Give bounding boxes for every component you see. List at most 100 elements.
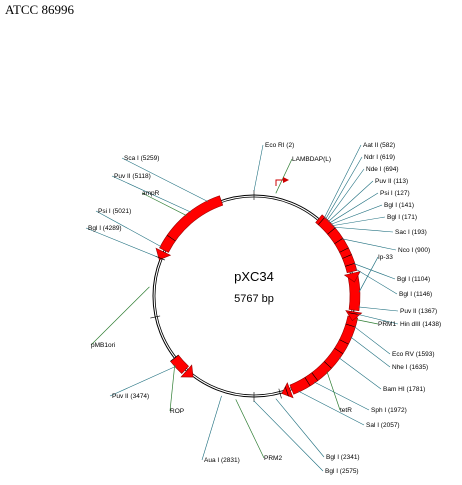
site-label: Sal I (2057)	[366, 422, 400, 429]
feature-leader-line	[235, 399, 265, 459]
site-label: Eco RV (1593)	[392, 351, 435, 358]
site-label: Bgl I (1104)	[397, 276, 430, 283]
site-leader-line	[357, 313, 399, 325]
site-label: Bgl I (2575)	[325, 468, 359, 475]
site-label: Psi I (5021)	[98, 208, 131, 215]
site-label: Bgl I (171)	[387, 214, 417, 221]
site-tick	[345, 262, 355, 267]
site-tick	[278, 388, 282, 399]
site-leader-line	[121, 157, 209, 202]
site-label: Ndr I (619)	[364, 154, 395, 161]
feature-arc-ip33	[347, 275, 361, 312]
site-leader-line	[341, 238, 397, 251]
feature-leader-line	[326, 371, 341, 411]
site-label: Bam HI (1781)	[383, 386, 425, 393]
site-label: Puv II (1367)	[400, 308, 437, 315]
site-tick	[345, 323, 356, 328]
site-label: Sph I (1972)	[371, 407, 407, 414]
site-tick	[155, 256, 166, 261]
feature-arc-ampr	[159, 195, 224, 253]
feature-leader-line	[275, 158, 293, 194]
feature-leader-line	[169, 364, 176, 412]
site-label: Puv II (3474)	[112, 393, 149, 400]
site-leader-line	[298, 390, 365, 426]
site-label: Psi I (127)	[380, 190, 410, 197]
site-tick	[327, 227, 336, 235]
feature-leader-line	[141, 192, 187, 216]
site-tick	[311, 372, 319, 381]
site-leader-line	[314, 381, 370, 411]
site-leader-line	[338, 357, 382, 390]
site-tick	[150, 315, 161, 319]
site-tick	[348, 312, 359, 315]
site-leader-line	[354, 326, 391, 355]
arrowhead-tetr	[281, 382, 294, 399]
site-label: Nco I (900)	[398, 247, 430, 254]
arrowhead-ampr	[155, 247, 172, 261]
site-label: Bgl I (2341)	[326, 454, 360, 461]
site-label: Eco RI (2)	[265, 142, 294, 149]
site-label: Aua I (2831)	[204, 457, 240, 464]
site-label: Bgl I (1146)	[399, 291, 432, 298]
site-label: Bgl I (4289)	[88, 225, 122, 232]
feature-label: ROP	[170, 408, 184, 415]
site-label: Nde I (694)	[366, 166, 399, 173]
site-tick	[170, 354, 179, 362]
plasmid-name: pXC34	[234, 269, 274, 284]
site-leader-line	[201, 395, 222, 461]
site-leader-line	[326, 168, 365, 221]
site-leader-line	[330, 204, 383, 225]
promoter-marker	[275, 179, 283, 186]
site-leader-line	[350, 336, 391, 368]
site-leader-line	[329, 192, 379, 224]
site-tick	[339, 339, 349, 345]
site-leader-line	[275, 398, 325, 458]
feature-label: PRM1	[378, 321, 396, 328]
site-leader-line	[323, 144, 362, 219]
site-tick	[284, 386, 289, 397]
site-tick	[304, 377, 311, 387]
feature-label: PRM2	[264, 455, 282, 462]
feature-leader-line	[356, 319, 379, 325]
site-leader-line	[355, 268, 398, 295]
site-leader-line	[109, 365, 177, 397]
site-leader-line	[95, 210, 162, 247]
promoter-arrow-icon	[283, 177, 289, 183]
site-label: Aat II (582)	[363, 142, 395, 149]
site-leader-line	[111, 175, 191, 213]
site-leader-line	[253, 400, 324, 472]
site-leader-line	[325, 156, 363, 220]
feature-label: pMB1ori	[91, 342, 115, 349]
site-leader-line	[353, 263, 396, 280]
feature-label: LAMBDAP(L)	[292, 156, 331, 163]
site-tick	[324, 361, 332, 369]
site-tick	[339, 247, 349, 253]
feature-arc-lambda	[315, 214, 358, 274]
plasmid-size: 5767 bp	[234, 293, 274, 305]
site-leader-line	[358, 306, 399, 312]
site-label: Nhe I (1635)	[392, 364, 428, 371]
site-leader-line	[328, 180, 374, 222]
accession-header: ATCC 86996	[5, 2, 74, 17]
site-leader-line	[253, 144, 264, 192]
site-tick	[342, 254, 352, 259]
site-label: Puv II (5118)	[114, 173, 151, 180]
site-label: Bgl I (141)	[384, 202, 414, 209]
feature-arc-tetr	[289, 315, 359, 395]
site-leader-line	[333, 226, 394, 233]
site-leader-line	[85, 227, 157, 257]
arrowhead-rop	[180, 364, 194, 378]
site-label: Sca I (5259)	[124, 155, 159, 162]
site-label: Hin dIII (1438)	[400, 321, 441, 328]
feature-label: ampR	[142, 190, 160, 197]
feature-leader-line	[358, 256, 379, 293]
site-tick	[166, 234, 176, 242]
site-tick	[334, 238, 344, 244]
arrowhead-lambda	[343, 271, 361, 283]
site-label: Sac I (193)	[395, 229, 427, 236]
feature-label: Ip-33	[378, 254, 393, 261]
site-leader-line	[331, 216, 386, 227]
site-tick	[318, 217, 326, 225]
